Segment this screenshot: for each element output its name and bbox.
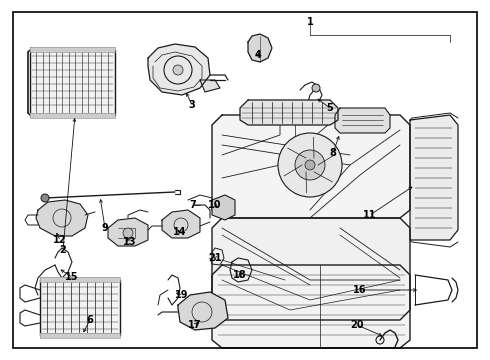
Text: 15: 15 <box>65 272 79 282</box>
Text: 6: 6 <box>87 315 94 325</box>
Text: 3: 3 <box>189 100 196 110</box>
Circle shape <box>305 160 315 170</box>
Polygon shape <box>162 210 200 238</box>
Text: 12: 12 <box>53 235 67 245</box>
Text: 14: 14 <box>173 227 187 237</box>
Text: 5: 5 <box>327 103 333 113</box>
Text: 4: 4 <box>255 50 261 60</box>
Polygon shape <box>178 292 228 330</box>
Polygon shape <box>36 200 88 236</box>
Circle shape <box>278 133 342 197</box>
Polygon shape <box>40 333 120 338</box>
Polygon shape <box>148 44 210 95</box>
Text: 2: 2 <box>60 245 66 255</box>
Polygon shape <box>108 218 148 246</box>
Circle shape <box>173 65 183 75</box>
Text: 8: 8 <box>330 148 337 158</box>
Polygon shape <box>40 277 120 282</box>
Polygon shape <box>212 195 235 220</box>
Circle shape <box>295 150 325 180</box>
Text: 13: 13 <box>123 237 137 247</box>
Polygon shape <box>40 280 120 335</box>
Text: 7: 7 <box>190 200 196 210</box>
Polygon shape <box>248 34 272 62</box>
Polygon shape <box>410 115 458 240</box>
Text: 20: 20 <box>350 320 364 330</box>
Polygon shape <box>30 50 115 115</box>
Polygon shape <box>335 108 390 133</box>
Polygon shape <box>200 80 220 92</box>
Polygon shape <box>240 100 338 125</box>
Polygon shape <box>212 218 410 320</box>
Polygon shape <box>30 47 115 52</box>
Text: 16: 16 <box>353 285 367 295</box>
Text: 19: 19 <box>175 290 189 300</box>
Text: 10: 10 <box>208 200 222 210</box>
Text: 1: 1 <box>307 17 314 27</box>
Text: 11: 11 <box>363 210 377 220</box>
Circle shape <box>123 228 133 238</box>
Circle shape <box>312 84 320 92</box>
Circle shape <box>41 194 49 202</box>
Text: 17: 17 <box>188 320 202 330</box>
Polygon shape <box>212 115 410 218</box>
Text: 18: 18 <box>233 270 247 280</box>
Polygon shape <box>30 113 115 118</box>
Text: 21: 21 <box>208 253 222 263</box>
Polygon shape <box>212 265 410 348</box>
Text: 9: 9 <box>101 223 108 233</box>
